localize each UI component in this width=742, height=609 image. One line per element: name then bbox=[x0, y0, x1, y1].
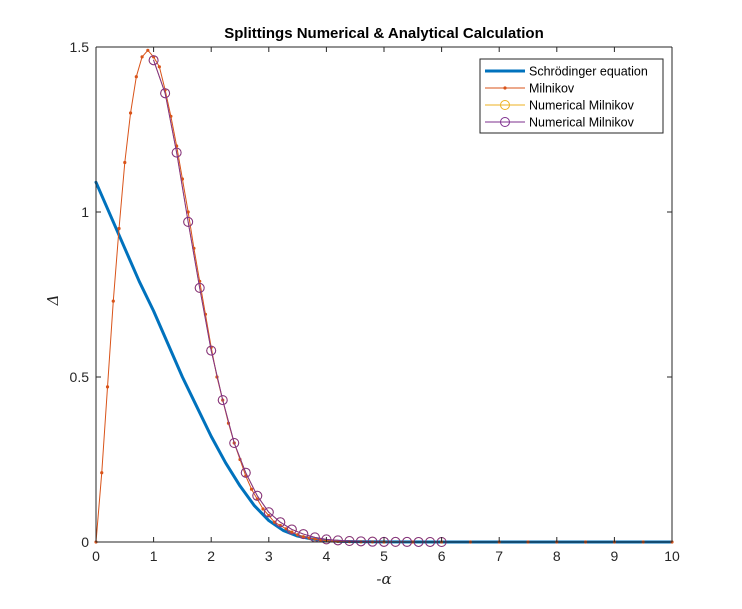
series-3-marker bbox=[344, 536, 355, 547]
series-1-point bbox=[186, 210, 190, 214]
series-3-marker bbox=[206, 345, 217, 356]
series-1-point bbox=[313, 537, 317, 541]
series-3-marker bbox=[298, 529, 309, 540]
series-3-marker bbox=[217, 395, 228, 406]
x-tick-label: 8 bbox=[553, 548, 561, 564]
series-3-marker bbox=[263, 507, 274, 518]
series-3-marker bbox=[332, 535, 343, 546]
x-tick-label: 2 bbox=[207, 548, 215, 564]
series-3-marker bbox=[275, 517, 286, 528]
series-1-point bbox=[157, 65, 161, 69]
legend-swatch-marker bbox=[500, 100, 510, 110]
x-axis-label: -α bbox=[376, 570, 391, 588]
series-3-marker bbox=[160, 88, 171, 99]
series-3-marker bbox=[171, 147, 182, 158]
legend-swatch-marker bbox=[500, 117, 510, 127]
series-1-point bbox=[134, 75, 138, 79]
series-1-point bbox=[123, 160, 127, 165]
series-1-point bbox=[111, 299, 115, 303]
legend-entry-label: Milnikov bbox=[529, 82, 575, 96]
legend-entry-label: Schrödinger equation bbox=[529, 65, 648, 79]
series-3-marker bbox=[355, 536, 366, 547]
legend-swatch-dot bbox=[503, 86, 507, 90]
x-tick-label: 10 bbox=[664, 548, 680, 564]
legend-entry-label: Numerical Milnikov bbox=[529, 116, 635, 130]
x-tick-label: 5 bbox=[380, 548, 388, 564]
series-1-point bbox=[105, 385, 110, 389]
x-tick-label: 4 bbox=[323, 548, 331, 564]
series-3-marker bbox=[286, 524, 297, 535]
x-tick-label: 7 bbox=[495, 548, 503, 564]
axes-layer: 0 1 2 3 4 5 6 7 8 9 10 0 0.5 1 1.5 bbox=[70, 39, 680, 564]
series-3-marker bbox=[229, 438, 240, 448]
y-tick-label: 0.5 bbox=[70, 369, 90, 385]
series-1-point bbox=[272, 520, 277, 524]
x-tick-label: 3 bbox=[265, 548, 273, 564]
series-1-point bbox=[128, 111, 133, 115]
series-3-marker bbox=[183, 216, 194, 227]
series-1-point bbox=[261, 507, 265, 511]
series-1-point bbox=[146, 48, 150, 52]
legend-entry-label: Numerical Milnikov bbox=[529, 99, 635, 113]
series-3-marker bbox=[194, 282, 205, 293]
series-1-point bbox=[301, 535, 305, 539]
x-tick-label: 6 bbox=[438, 548, 446, 564]
series-1-point bbox=[140, 55, 144, 59]
series-1-point bbox=[100, 471, 104, 475]
x-tick-label: 0 bbox=[92, 548, 100, 564]
series-3-marker bbox=[240, 467, 251, 478]
legend: Schrödinger equation Milnikov Numerical Mi… bbox=[479, 58, 664, 134]
series-1-point bbox=[290, 530, 294, 534]
x-tick-label: 9 bbox=[611, 548, 619, 564]
y-tick-label: 1 bbox=[81, 204, 89, 220]
chart-title: Splittings Numerical & Analytical Calcul… bbox=[224, 25, 544, 42]
series-3-marker bbox=[148, 55, 159, 66]
x-tick-label: 1 bbox=[150, 548, 158, 564]
y-tick-label: 1.5 bbox=[70, 39, 90, 55]
y-axis-label: Δ bbox=[44, 295, 62, 307]
series-3-marker bbox=[252, 490, 263, 501]
series-1-point bbox=[249, 487, 254, 491]
series-3-marker bbox=[321, 534, 332, 545]
y-tick-label: 0 bbox=[81, 534, 89, 550]
series-1-point bbox=[117, 226, 121, 231]
